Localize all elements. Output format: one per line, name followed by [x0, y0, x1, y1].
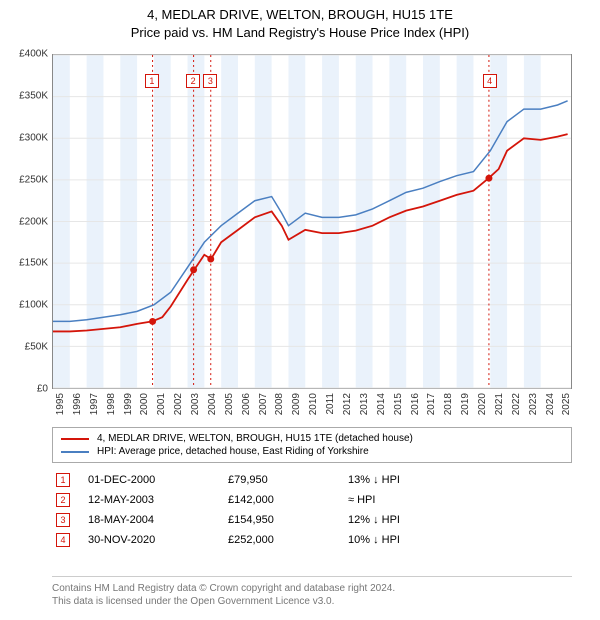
y-tick-label: £300K: [3, 132, 48, 143]
x-tick-label: 2020: [477, 393, 488, 415]
chart-svg: [53, 55, 571, 388]
x-tick-label: 2000: [139, 393, 150, 415]
transaction-diff: 13% ↓ HPI: [348, 474, 572, 486]
x-tick-label: 2004: [207, 393, 218, 415]
transaction-marker-3: 3: [203, 74, 217, 88]
transaction-marker-1: 1: [145, 74, 159, 88]
x-tick-label: 2006: [241, 393, 252, 415]
transaction-price: £154,950: [228, 514, 348, 526]
footer: Contains HM Land Registry data © Crown c…: [52, 576, 572, 608]
legend-swatch-hpi: [61, 451, 89, 453]
transaction-marker-2: 2: [186, 74, 200, 88]
transaction-diff: 12% ↓ HPI: [348, 514, 572, 526]
y-tick-label: £100K: [3, 300, 48, 311]
x-tick-label: 2024: [545, 393, 556, 415]
x-tick-label: 2022: [511, 393, 522, 415]
x-tick-label: 2011: [325, 393, 336, 415]
transaction-row-marker: 3: [56, 513, 70, 527]
x-tick-label: 1995: [55, 393, 66, 415]
y-tick-label: £150K: [3, 258, 48, 269]
transaction-row: 4 30-NOV-2020£252,00010% ↓ HPI: [52, 530, 572, 550]
transaction-date: 12-MAY-2003: [88, 494, 228, 506]
x-tick-label: 2001: [156, 393, 167, 415]
plot-area: [52, 54, 572, 389]
x-tick-label: 2005: [224, 393, 235, 415]
x-tick-label: 2010: [308, 393, 319, 415]
transaction-date: 18-MAY-2004: [88, 514, 228, 526]
y-tick-label: £400K: [3, 49, 48, 60]
transaction-row: 2 12-MAY-2003£142,000≈ HPI: [52, 490, 572, 510]
legend: 4, MEDLAR DRIVE, WELTON, BROUGH, HU15 1T…: [52, 427, 572, 463]
y-tick-label: £50K: [3, 342, 48, 353]
y-tick-label: £350K: [3, 90, 48, 101]
x-tick-label: 2023: [528, 393, 539, 415]
legend-label-property: 4, MEDLAR DRIVE, WELTON, BROUGH, HU15 1T…: [97, 433, 413, 444]
transaction-date: 01-DEC-2000: [88, 474, 228, 486]
transaction-row: 3 18-MAY-2004£154,95012% ↓ HPI: [52, 510, 572, 530]
y-tick-label: £0: [3, 384, 48, 395]
transaction-price: £79,950: [228, 474, 348, 486]
transaction-price: £142,000: [228, 494, 348, 506]
x-tick-label: 2021: [494, 393, 505, 415]
x-tick-label: 1999: [123, 393, 134, 415]
y-tick-label: £200K: [3, 216, 48, 227]
x-tick-label: 2008: [274, 393, 285, 415]
legend-row-hpi: HPI: Average price, detached house, East…: [61, 445, 563, 458]
x-tick-label: 2018: [443, 393, 454, 415]
footer-line-1: Contains HM Land Registry data © Crown c…: [52, 583, 395, 594]
x-tick-label: 2015: [393, 393, 404, 415]
chart-container: 4, MEDLAR DRIVE, WELTON, BROUGH, HU15 1T…: [0, 0, 600, 620]
x-tick-label: 2003: [190, 393, 201, 415]
footer-line-2: This data is licensed under the Open Gov…: [52, 596, 334, 607]
title-line-1: 4, MEDLAR DRIVE, WELTON, BROUGH, HU15 1T…: [147, 7, 453, 22]
x-tick-label: 2014: [376, 393, 387, 415]
x-tick-label: 1996: [72, 393, 83, 415]
x-tick-label: 2007: [258, 393, 269, 415]
x-tick-label: 2013: [359, 393, 370, 415]
transaction-price: £252,000: [228, 534, 348, 546]
x-tick-label: 2012: [342, 393, 353, 415]
x-tick-label: 2009: [291, 393, 302, 415]
transaction-diff: ≈ HPI: [348, 494, 572, 506]
x-tick-label: 2002: [173, 393, 184, 415]
transaction-row-marker: 4: [56, 533, 70, 547]
transaction-row-marker: 1: [56, 473, 70, 487]
transaction-row: 1 01-DEC-2000£79,95013% ↓ HPI: [52, 470, 572, 490]
legend-swatch-property: [61, 438, 89, 440]
x-tick-label: 2019: [460, 393, 471, 415]
title-line-2: Price paid vs. HM Land Registry's House …: [131, 25, 469, 40]
transaction-table: 1 01-DEC-2000£79,95013% ↓ HPI 2 12-MAY-2003…: [52, 470, 572, 550]
x-tick-label: 1998: [106, 393, 117, 415]
transaction-row-marker: 2: [56, 493, 70, 507]
legend-row-property: 4, MEDLAR DRIVE, WELTON, BROUGH, HU15 1T…: [61, 432, 563, 445]
chart-title: 4, MEDLAR DRIVE, WELTON, BROUGH, HU15 1T…: [0, 0, 600, 42]
transaction-date: 30-NOV-2020: [88, 534, 228, 546]
x-tick-label: 2016: [410, 393, 421, 415]
transaction-diff: 10% ↓ HPI: [348, 534, 572, 546]
x-tick-label: 2017: [426, 393, 437, 415]
x-tick-label: 1997: [89, 393, 100, 415]
legend-label-hpi: HPI: Average price, detached house, East…: [97, 446, 369, 457]
transaction-marker-4: 4: [483, 74, 497, 88]
y-tick-label: £250K: [3, 174, 48, 185]
x-tick-label: 2025: [561, 393, 572, 415]
